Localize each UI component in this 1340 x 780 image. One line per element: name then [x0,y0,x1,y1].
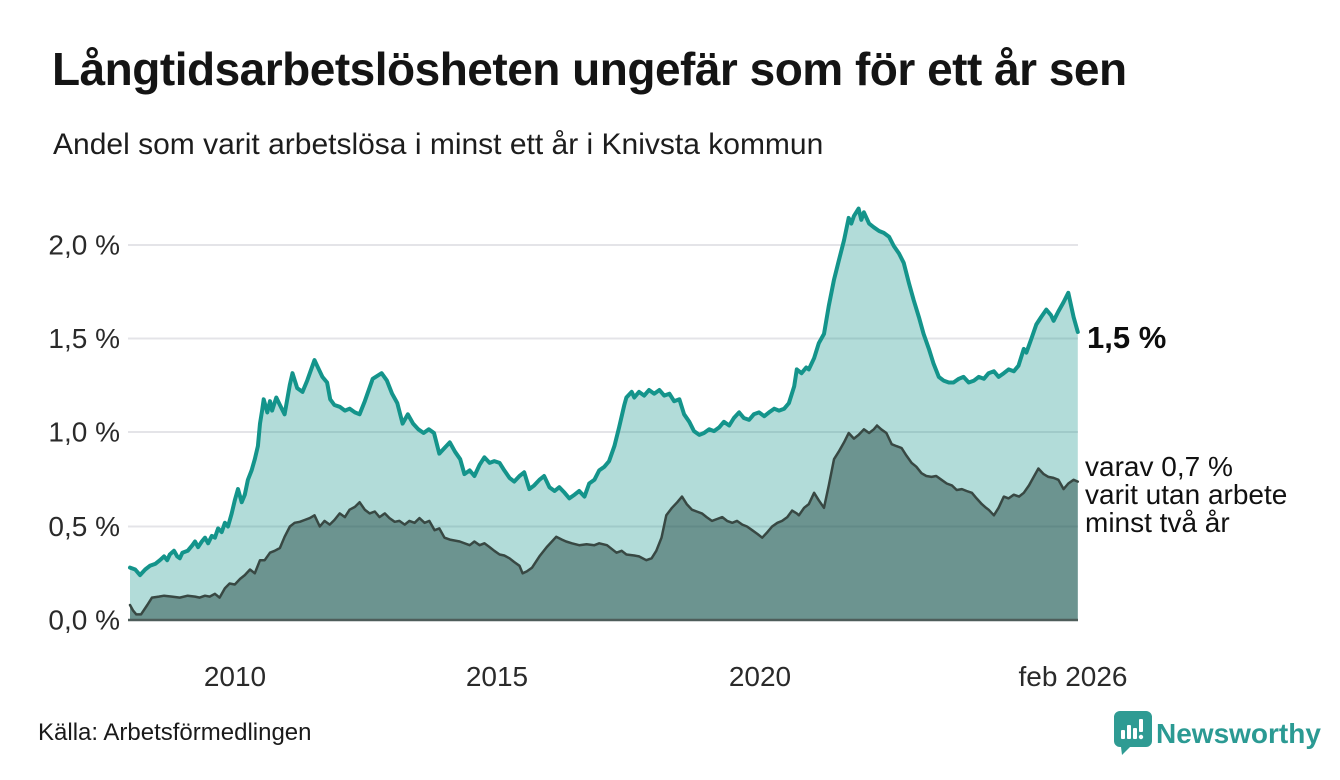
x-axis-labels: 2010 2015 2020 feb 2026 [204,661,1128,692]
series2-line [128,424,1080,616]
brand-wordmark: Newsworthy [1156,718,1321,749]
secondary-annotation-line2: varit utan arbete [1085,479,1287,510]
source-note: Källa: Arbetsförmedlingen [38,719,312,746]
y-axis-labels: 2,0 % 1,5 % 1,0 % 0,5 % 0,0 % [48,230,120,636]
latest-value-label: 1,5 % [1087,320,1166,355]
x-tick-feb-2026: feb 2026 [1019,661,1128,692]
newsworthy-logo-icon [1114,711,1152,755]
x-tick-2020: 2020 [729,661,791,692]
series1-line [128,206,1080,578]
logo-barchart-glyph [1121,719,1144,740]
x-tick-2015: 2015 [466,661,528,692]
series-annotations: 1,5 % varav 0,7 % varit utan arbete mins… [1085,320,1287,538]
secondary-annotation-line3: minst två år [1085,507,1230,538]
y-tick-0.0: 0,0 % [48,605,120,636]
y-tick-1.0: 1,0 % [48,417,120,448]
y-tick-0.5: 0,5 % [48,511,120,542]
page-subtitle: Andel som varit arbetslösa i minst ett å… [53,128,824,161]
secondary-annotation-line1: varav 0,7 % [1085,451,1233,482]
gridlines [128,244,1078,528]
x-tick-2010: 2010 [204,661,266,692]
y-tick-1.5: 1,5 % [48,323,120,354]
series2-area [130,425,1078,620]
y-tick-2.0: 2,0 % [48,230,120,261]
page-title: Långtidsarbetslösheten ungefär som för e… [52,43,1127,95]
series1-area [130,208,1078,620]
